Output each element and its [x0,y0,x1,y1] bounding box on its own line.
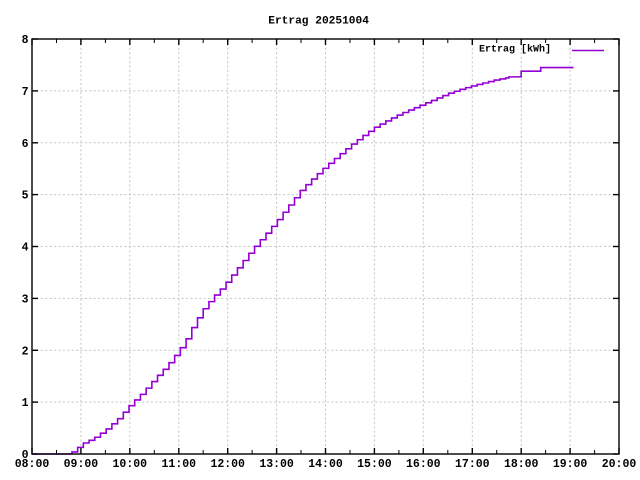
svg-text:14:00: 14:00 [308,458,343,471]
svg-text:19:00: 19:00 [553,458,588,471]
svg-text:17:00: 17:00 [455,458,490,471]
svg-text:12:00: 12:00 [210,458,245,471]
svg-text:20:00: 20:00 [602,458,637,471]
svg-text:18:00: 18:00 [504,458,539,471]
svg-text:16:00: 16:00 [406,458,441,471]
svg-text:3: 3 [22,293,29,306]
svg-text:10:00: 10:00 [113,458,148,471]
svg-text:11:00: 11:00 [162,458,197,471]
svg-text:Ertrag 20251004: Ertrag 20251004 [268,16,369,28]
svg-text:6: 6 [22,138,29,151]
svg-text:8: 8 [22,34,29,47]
svg-text:13:00: 13:00 [259,458,294,471]
svg-text:2: 2 [22,345,29,358]
svg-text:7: 7 [22,86,29,99]
svg-text:15:00: 15:00 [357,458,392,471]
svg-text:5: 5 [22,190,29,203]
svg-text:08:00: 08:00 [15,458,50,471]
svg-text:4: 4 [22,242,29,255]
svg-text:1: 1 [22,397,29,410]
svg-text:09:00: 09:00 [64,458,99,471]
svg-text:Ertrag [kWh]: Ertrag [kWh] [479,44,551,56]
